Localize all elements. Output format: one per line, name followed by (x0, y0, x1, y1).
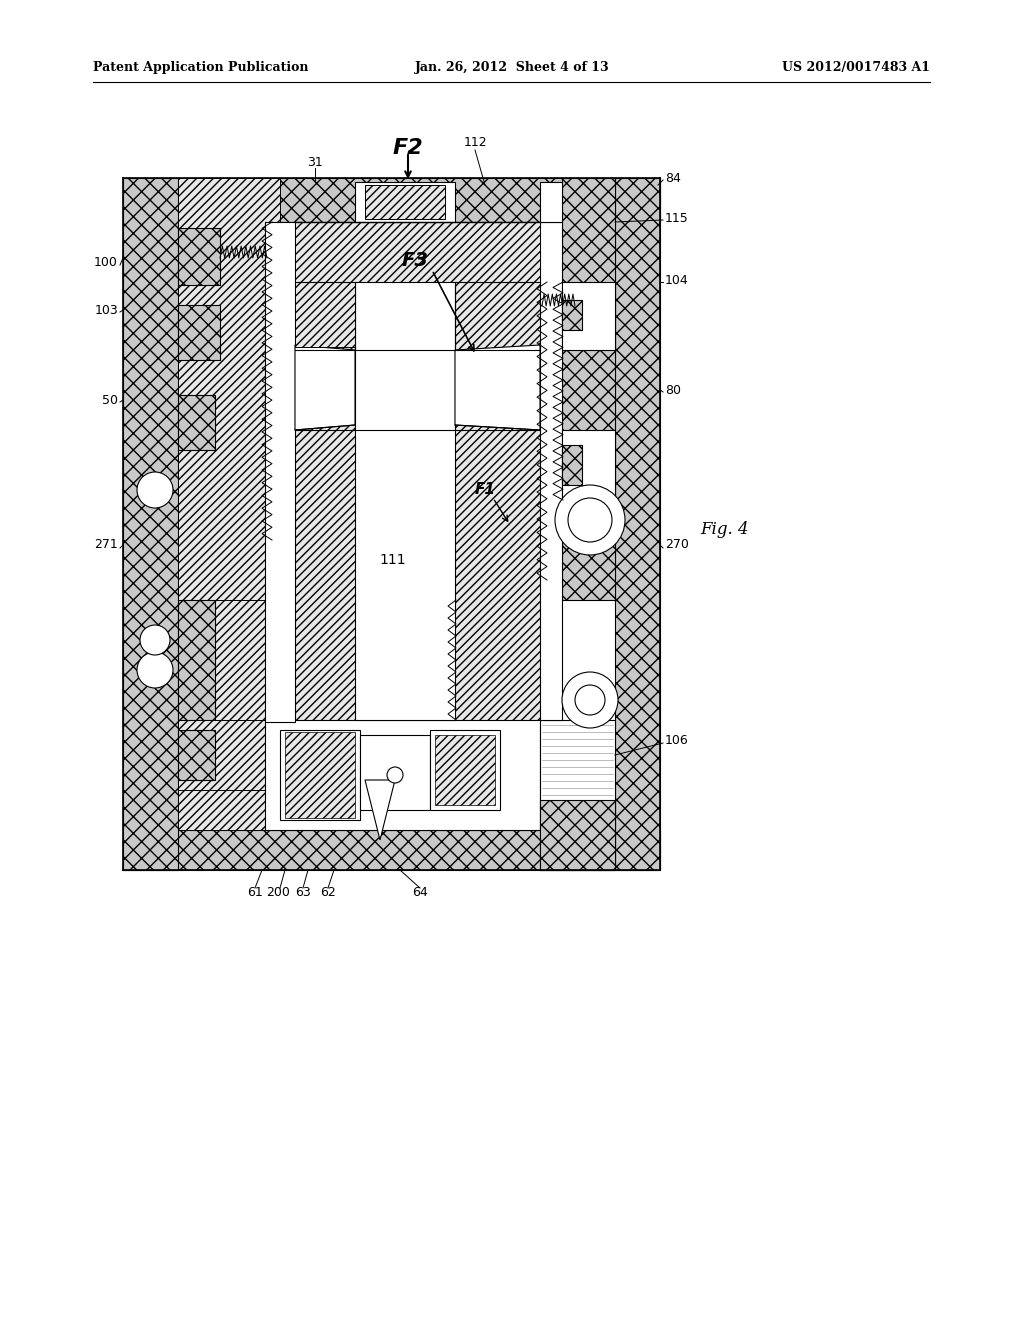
Bar (615, 178, 660, 870)
Bar (355, 182, 455, 222)
Bar (265, 719, 540, 830)
Text: F1: F1 (474, 483, 496, 498)
Circle shape (562, 672, 618, 729)
Polygon shape (295, 345, 355, 430)
Bar (355, 222, 455, 719)
Text: 100: 100 (94, 256, 118, 269)
Bar (365, 185, 445, 219)
Bar (285, 733, 355, 818)
Text: 64: 64 (412, 886, 428, 899)
Bar (178, 719, 265, 789)
Bar (562, 282, 615, 350)
Text: 104: 104 (665, 273, 689, 286)
Bar (178, 395, 215, 450)
Text: Patent Application Publication: Patent Application Publication (93, 62, 308, 74)
Text: 106: 106 (665, 734, 689, 747)
Circle shape (140, 624, 170, 655)
Text: 200: 200 (266, 886, 290, 899)
Bar (123, 830, 660, 870)
Bar (562, 430, 615, 500)
Bar (562, 300, 582, 330)
Bar (430, 730, 500, 810)
Text: 50: 50 (102, 393, 118, 407)
Circle shape (555, 484, 625, 554)
Circle shape (137, 652, 173, 688)
Bar (435, 735, 495, 805)
Bar (360, 735, 430, 810)
Text: 63: 63 (295, 886, 311, 899)
Bar (178, 228, 220, 285)
Bar (265, 222, 295, 722)
Bar (540, 182, 562, 222)
Bar (123, 178, 660, 222)
Bar (280, 730, 360, 820)
Circle shape (575, 685, 605, 715)
Polygon shape (455, 345, 540, 430)
Bar (540, 800, 615, 870)
Text: 61: 61 (247, 886, 263, 899)
Text: 103: 103 (94, 304, 118, 317)
Bar (123, 178, 178, 870)
Text: Jan. 26, 2012  Sheet 4 of 13: Jan. 26, 2012 Sheet 4 of 13 (415, 62, 609, 74)
Text: 84: 84 (665, 172, 681, 185)
Text: 31: 31 (307, 156, 323, 169)
Text: F3: F3 (401, 251, 428, 269)
Bar (178, 601, 265, 719)
Bar (178, 178, 280, 830)
Bar (295, 222, 355, 722)
Text: 62: 62 (321, 886, 336, 899)
Text: 80: 80 (665, 384, 681, 396)
Bar (455, 222, 540, 719)
Bar (178, 601, 215, 719)
Bar (540, 222, 562, 719)
Bar (178, 305, 220, 360)
Text: F2: F2 (392, 139, 423, 158)
Bar (178, 730, 215, 780)
Bar (562, 445, 582, 484)
Text: 112: 112 (463, 136, 486, 149)
Bar (295, 282, 355, 347)
Text: US 2012/0017483 A1: US 2012/0017483 A1 (782, 62, 930, 74)
Text: 111: 111 (380, 553, 407, 568)
Text: 270: 270 (665, 539, 689, 552)
Circle shape (568, 498, 612, 543)
Text: 271: 271 (94, 539, 118, 552)
Text: 115: 115 (665, 211, 689, 224)
Bar (540, 719, 615, 870)
Bar (562, 178, 615, 601)
Bar (295, 222, 540, 282)
Polygon shape (365, 780, 395, 840)
Circle shape (387, 767, 403, 783)
Circle shape (137, 473, 173, 508)
Text: Fig. 4: Fig. 4 (700, 521, 749, 539)
